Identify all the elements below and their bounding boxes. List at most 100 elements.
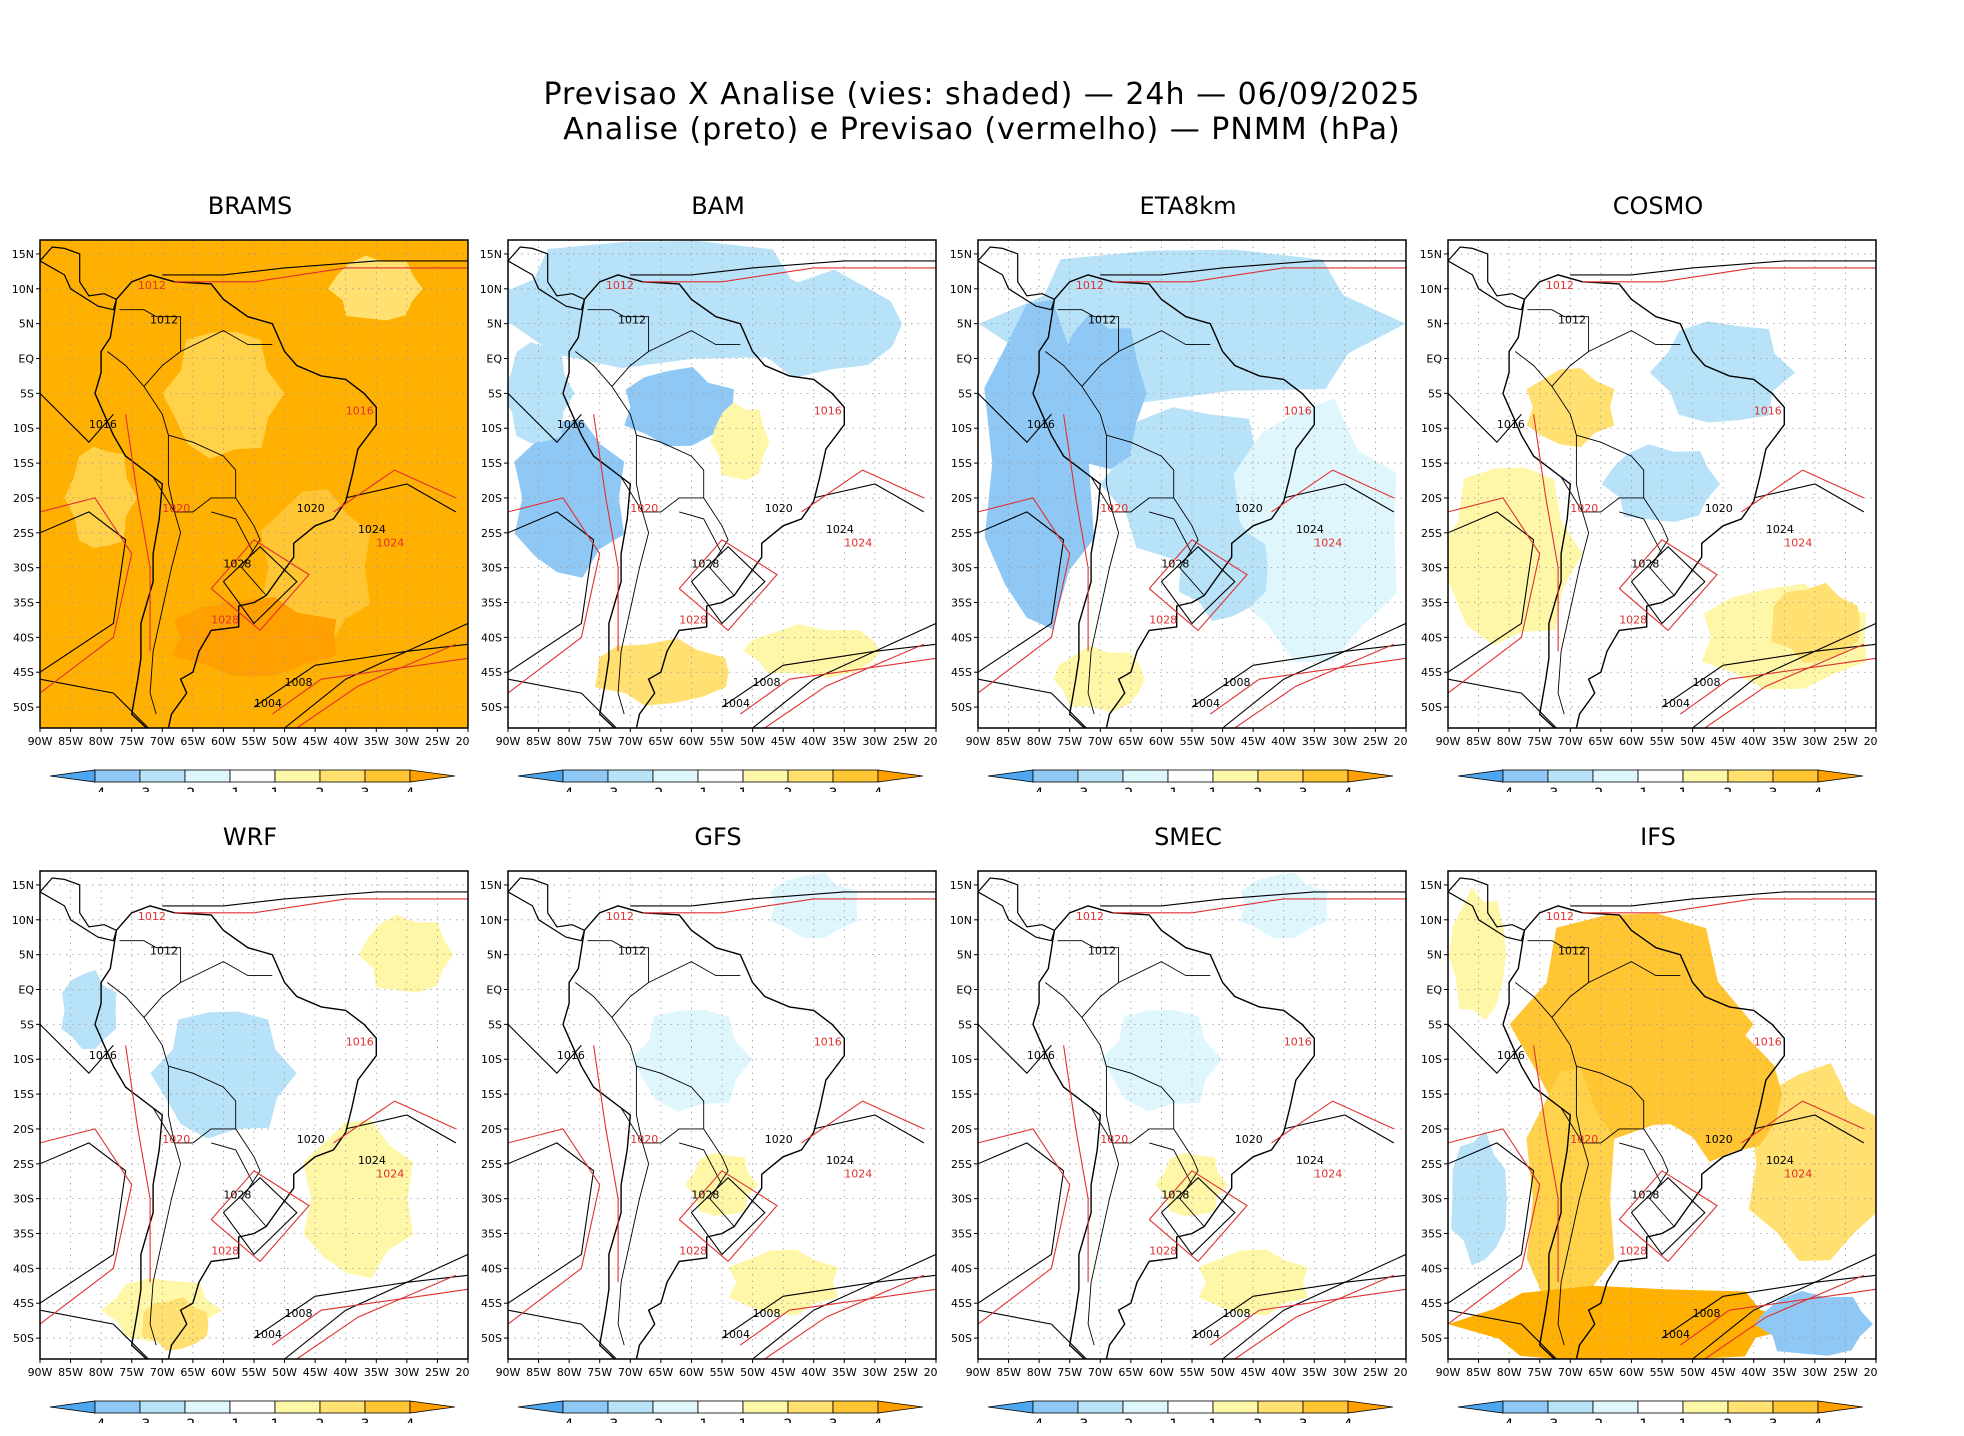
forecast-isobar [1533,414,1559,652]
lat-label: 15N [12,879,34,892]
analysis-isobar-label: 1028 [691,1189,719,1202]
lat-label: 45S [951,666,972,679]
analysis-isobar-label: 1020 [297,1133,325,1146]
lat-label: 50S [951,701,972,714]
forecast-isobar [1271,469,1395,513]
colorbar-segment [1547,1400,1594,1414]
lat-label: 15S [13,457,34,470]
forecast-isobar [1112,267,1406,283]
lon-label: 35W [364,1366,389,1379]
lon-label: 40W [1741,1366,1766,1379]
colorbar-segment [697,1400,744,1414]
lat-label: 20S [1421,1123,1442,1136]
lat-label: 25S [481,527,502,540]
lon-label: 45W [303,735,328,748]
analysis-isobar-label: 1012 [618,945,646,958]
colorbar-segment [274,769,321,783]
forecast-isobar-label: 1028 [211,613,239,626]
forecast-isobar [678,1170,778,1263]
colorbar-label: 2 [784,1417,793,1423]
lon-label: 70W [618,735,643,748]
lat-label: 35S [481,1228,502,1241]
colorbar-segment [517,769,564,783]
lon-label: 40W [1271,735,1296,748]
lat-label: 5N [1427,949,1442,962]
colorbar-label: −4 [1023,786,1044,792]
lat-label: 10S [481,422,502,435]
analysis-isobar-label: 1012 [618,314,646,327]
analysis-isobar-label: 1008 [753,676,781,689]
forecast-isobar-label: 1024 [1784,1168,1812,1181]
country-border [1588,330,1681,352]
forecast-isobar-label: 1020 [162,502,190,515]
country-border [143,1017,236,1144]
colorbar-segment [409,769,455,783]
lat-label: 15S [1421,457,1442,470]
country-border [611,386,704,513]
lat-label: 15S [951,457,972,470]
lat-label: 50S [951,1332,972,1345]
forecast-isobar [1234,1274,1395,1359]
colorbar-label: 4 [1344,786,1353,792]
lat-label: EQ [486,984,502,997]
coastline [40,246,118,311]
analysis-isobar [1448,393,1522,444]
lat-label: 20S [1421,492,1442,505]
lon-label: 90W [966,735,991,748]
country-border [1551,1017,1644,1144]
bias-shading [1239,872,1328,939]
forecast-isobar [1582,898,1876,914]
forecast-isobar-label: 1016 [1754,1035,1782,1048]
analysis-isobar [752,1253,936,1359]
analysis-isobar [630,891,936,907]
lat-label: 50S [1421,1332,1442,1345]
analysis-isobar [345,1114,457,1144]
panel-eta8km: ETA8km 1012 1016 1020 1024 1028 1008 1004 1012 1… [938,192,1408,792]
analysis-isobar [1191,643,1406,708]
colorbar-segment [832,1400,879,1414]
colorbar-label: −1 [1628,786,1649,792]
bias-shading [1601,444,1721,522]
colorbar-label: −3 [1068,1417,1089,1423]
lat-label: 35S [13,597,34,610]
lon-label: 55W [1180,735,1205,748]
lon-label: 25W [893,735,918,748]
colorbar-label: 1 [739,786,748,792]
forecast-isobar-label: 1020 [1100,1133,1128,1146]
forecast-isobar [1704,643,1865,728]
panel-gfs: GFS 1012 1016 1020 1024 1028 1008 1004 1012 1016… [468,823,938,1423]
forecast-isobar [801,1100,925,1144]
colorbar-segment [517,1400,564,1414]
forecast-isobar [1741,1100,1865,1144]
lat-label: EQ [18,984,34,997]
forecast-isobar-label: 1020 [630,1133,658,1146]
panel-bam: BAM 1012 1016 1020 1024 1028 1008 1004 1012 1016… [468,192,938,792]
colorbar-label: 4 [406,1417,415,1423]
lat-label: 15N [950,879,972,892]
lon-label: 70W [1088,1366,1113,1379]
panel-title: GFS [694,823,742,851]
lon-label: 85W [58,735,83,748]
colorbar-segment [139,769,186,783]
lat-label: 10N [480,283,502,296]
lat-label: 25S [1421,527,1442,540]
colorbar-label: 4 [1814,786,1823,792]
forecast-isobar [978,1128,1071,1325]
analysis-isobar [1448,1142,1535,1304]
forecast-isobar [1679,1288,1876,1346]
analysis-isobar-label: 1016 [1497,1049,1525,1062]
lat-label: EQ [1426,353,1442,366]
panel-wrf: WRF 1012 1016 1020 1024 1028 1008 1004 1012 1016… [0,823,470,1423]
colorbar-segment [1212,1400,1259,1414]
lat-label: 10N [480,914,502,927]
lat-label: 45S [1421,666,1442,679]
analysis-isobar-label: 1020 [1705,502,1733,515]
analysis-isobar-label: 1008 [1693,676,1721,689]
forecast-isobar-label: 1024 [1314,1168,1342,1181]
colorbar-label: −3 [598,786,619,792]
lat-label: 15S [951,1088,972,1101]
